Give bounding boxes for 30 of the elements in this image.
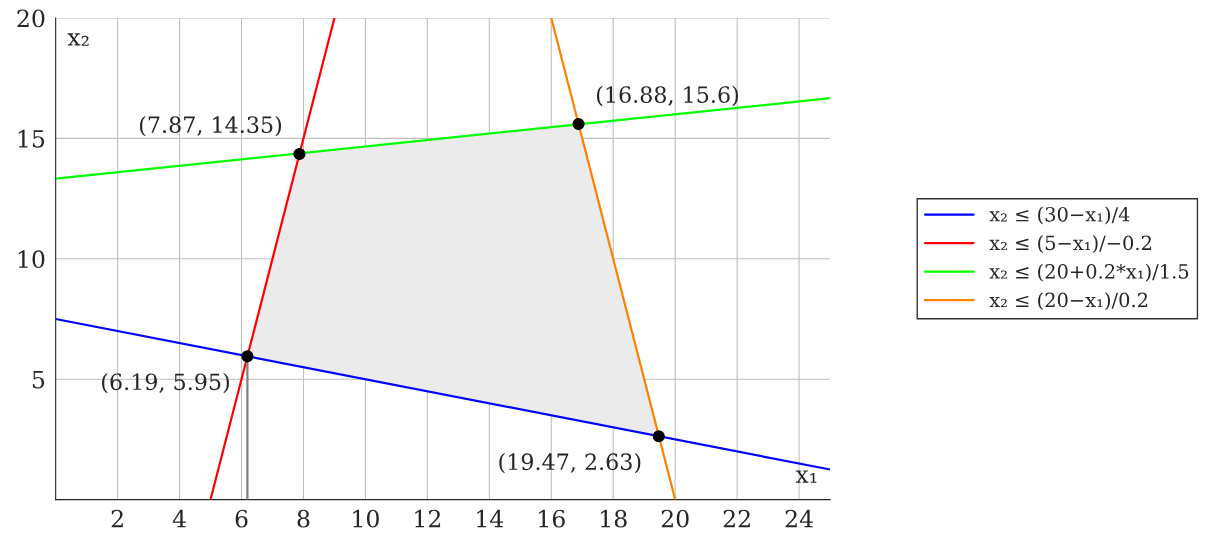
x-tick-label: 20 bbox=[661, 509, 689, 528]
y-tick-label: 5 bbox=[32, 370, 45, 389]
point bbox=[241, 350, 254, 363]
annotation: (16.88, 15.6) bbox=[596, 85, 739, 107]
legend-label: x₂ ≤ (20−x₁)/0.2 bbox=[989, 292, 1148, 311]
annotation: (6.19, 5.95) bbox=[102, 372, 229, 394]
y-tick-label: 15 bbox=[18, 129, 45, 148]
x-tick-label: 6 bbox=[235, 509, 248, 528]
annotation: (19.47, 2.63) bbox=[499, 452, 641, 474]
x-tick-label: 4 bbox=[172, 509, 186, 528]
legend-label: x₂ ≤ (30−x₁)/4 bbox=[989, 206, 1130, 225]
x-axis-title: x₁ bbox=[795, 470, 817, 483]
y-axis-title: x₂ bbox=[67, 33, 89, 46]
y-tick-label: 10 bbox=[18, 250, 45, 269]
x-tick-label: 22 bbox=[723, 509, 750, 528]
legend-label: x₂ ≤ (20+0.2*x₁)/1.5 bbox=[989, 263, 1189, 282]
x-tick-label: 18 bbox=[601, 509, 627, 528]
point bbox=[652, 430, 665, 443]
y-tick-label: 20 bbox=[17, 9, 45, 28]
x-tick-label: 8 bbox=[297, 509, 310, 528]
x-tick-label: 24 bbox=[785, 509, 813, 528]
x-tick-label: 2 bbox=[111, 509, 123, 528]
point bbox=[572, 117, 585, 131]
legend-label: x₂ ≤ (5−x₁)/−0.2 bbox=[989, 235, 1152, 253]
x-tick-label: 14 bbox=[477, 509, 504, 528]
annotation: (7.87, 14.35) bbox=[139, 115, 282, 137]
point bbox=[293, 147, 306, 161]
x-tick-label: 12 bbox=[415, 509, 441, 528]
x-tick-label: 10 bbox=[353, 509, 379, 528]
x-tick-label: 16 bbox=[539, 509, 565, 528]
